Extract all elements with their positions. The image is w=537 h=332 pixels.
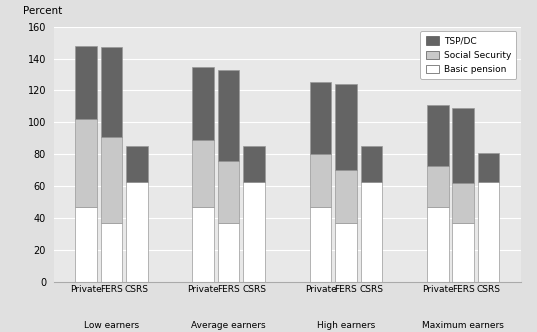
Bar: [126, 146, 148, 182]
Bar: [453, 108, 474, 183]
Bar: [427, 207, 448, 282]
Bar: [126, 182, 148, 282]
Bar: [243, 146, 265, 182]
Bar: [218, 161, 240, 223]
Bar: [100, 223, 122, 282]
Bar: [218, 70, 240, 161]
Bar: [75, 46, 97, 119]
Bar: [100, 47, 122, 137]
Bar: [243, 182, 265, 282]
Bar: [75, 119, 97, 207]
Bar: [453, 183, 474, 223]
Bar: [335, 223, 357, 282]
Bar: [427, 105, 448, 166]
Bar: [100, 137, 122, 223]
Bar: [335, 84, 357, 170]
Bar: [192, 66, 214, 140]
Bar: [192, 207, 214, 282]
Text: High earners: High earners: [317, 321, 375, 330]
Legend: TSP/DC, Social Security, Basic pension: TSP/DC, Social Security, Basic pension: [420, 31, 517, 79]
Bar: [192, 140, 214, 207]
Bar: [427, 166, 448, 207]
Bar: [361, 182, 382, 282]
Bar: [310, 82, 331, 154]
Bar: [335, 170, 357, 223]
Bar: [218, 223, 240, 282]
Bar: [361, 146, 382, 182]
Bar: [310, 154, 331, 207]
Bar: [310, 207, 331, 282]
Text: Average earners: Average earners: [191, 321, 266, 330]
Text: Percent: Percent: [23, 6, 63, 16]
Text: Low earners: Low earners: [84, 321, 139, 330]
Bar: [478, 182, 499, 282]
Text: Maximum earners: Maximum earners: [422, 321, 504, 330]
Bar: [478, 153, 499, 182]
Bar: [453, 223, 474, 282]
Bar: [75, 207, 97, 282]
